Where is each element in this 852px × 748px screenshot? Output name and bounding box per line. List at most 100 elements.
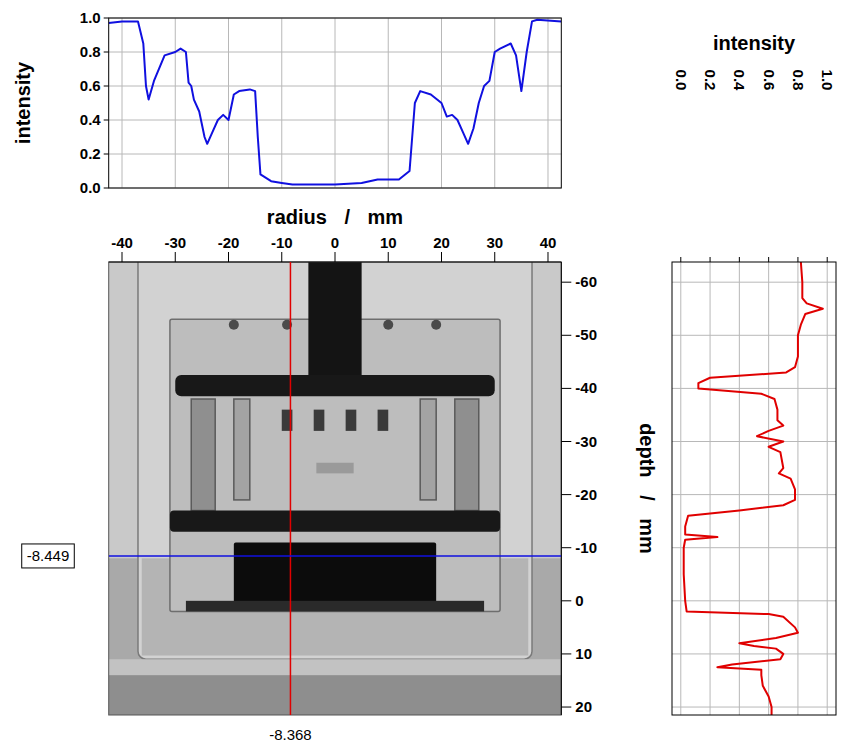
grid-line <box>672 282 836 283</box>
image-shape <box>109 659 562 675</box>
axis-title: intensity <box>12 61 34 144</box>
grid-line <box>672 547 836 548</box>
image-shape <box>383 320 393 330</box>
grid-line <box>494 18 495 188</box>
plot-data <box>684 262 823 715</box>
image-shape <box>234 542 436 606</box>
tick-label: -40 <box>111 234 133 251</box>
top-profile: 0.00.20.40.60.81.0intensity <box>12 9 561 196</box>
grid-line <box>680 262 681 715</box>
axis-title: depth / mm <box>636 423 658 554</box>
image-shape <box>109 675 562 715</box>
radiograph: -40-30-20-10010203040radius / mm-60-50-4… <box>22 206 658 743</box>
tick-mark <box>561 441 571 442</box>
tick-label: -60 <box>575 273 597 290</box>
tick-label: 0.2 <box>702 70 719 91</box>
grid-line <box>710 262 711 715</box>
tick-mark <box>561 653 571 654</box>
grid-line <box>109 154 562 155</box>
image-shape <box>316 463 353 474</box>
tick-label: 0.6 <box>80 77 101 94</box>
tick-label: 30 <box>486 234 503 251</box>
figure: 0.0 0.2 0.4 0.6 0.8 1.0 intensity -40 -30 -20 -10 0… <box>0 0 852 748</box>
grid-line <box>122 18 123 188</box>
cursor-label: -8.368 <box>269 726 312 743</box>
cursor-line <box>109 555 562 557</box>
image-shape <box>191 399 215 511</box>
tick-mark <box>104 188 109 189</box>
tick-label: -10 <box>271 234 293 251</box>
grid-line <box>672 335 836 336</box>
profile-line <box>109 20 562 185</box>
tick-mark <box>104 52 109 53</box>
tick-label: -30 <box>164 234 186 251</box>
grid-line <box>547 18 548 188</box>
tick-label: 0.8 <box>790 70 807 91</box>
cursor-line <box>290 262 292 715</box>
grid-line <box>827 262 828 715</box>
tick-mark <box>104 120 109 121</box>
tick-mark <box>561 282 571 283</box>
image-shape <box>455 399 479 511</box>
tick-label: 40 <box>540 234 557 251</box>
tick-mark <box>561 494 571 495</box>
cursor-label: -8.449 <box>27 547 70 564</box>
tick-label: -10 <box>575 539 597 556</box>
cursors <box>109 262 562 715</box>
tick-mark <box>739 257 740 262</box>
grid-line <box>672 600 836 601</box>
grid-line <box>109 120 562 121</box>
image-shape <box>186 601 484 612</box>
tick-mark <box>827 257 828 262</box>
tick-label: 0.0 <box>673 70 690 91</box>
image-shape <box>431 320 441 330</box>
tick-mark <box>104 18 109 19</box>
grid-line <box>672 441 836 442</box>
tick-label: -20 <box>575 486 597 503</box>
grid-line <box>109 86 562 87</box>
tick-label: 20 <box>433 234 450 251</box>
grid-line <box>281 18 282 188</box>
image-shape <box>234 399 250 500</box>
tick-label: 10 <box>575 645 592 662</box>
grid-line <box>175 18 176 188</box>
tick-label: 0.4 <box>80 111 102 128</box>
tick-mark <box>680 257 681 262</box>
axis-line <box>109 262 562 263</box>
tick-label: -30 <box>575 433 597 450</box>
radiograph-image <box>109 262 562 715</box>
image-shape <box>170 511 500 532</box>
axis-line <box>561 262 562 715</box>
plot-frame <box>672 262 836 715</box>
grid-line <box>335 18 336 188</box>
plot-background <box>672 262 836 715</box>
grid-line <box>672 707 836 708</box>
grid-line <box>797 262 798 715</box>
image-shape <box>138 262 532 659</box>
image-shape <box>229 320 239 330</box>
tick-label: 0.0 <box>80 179 101 196</box>
grid-line <box>739 262 740 715</box>
image-shape <box>308 262 361 378</box>
right-profile: 0.0 0.2 0.4 0.6 0.8 1.0 intensity <box>672 32 836 715</box>
image-shape <box>314 410 325 431</box>
tick-mark <box>122 252 123 262</box>
cursor-label-box <box>22 544 75 568</box>
tick-label: 0.4 <box>731 70 748 92</box>
image-shape <box>175 375 494 396</box>
tick-mark <box>561 707 571 708</box>
tick-label: 1.0 <box>819 70 836 91</box>
grid-line <box>672 494 836 495</box>
tick-mark <box>561 388 571 389</box>
tick-mark <box>388 252 389 262</box>
tick-mark <box>561 600 571 601</box>
tick-label: 0.6 <box>761 70 778 91</box>
plot-background <box>109 18 562 188</box>
tick-mark <box>561 335 571 336</box>
tick-label: 1.0 <box>80 9 101 26</box>
axis-title: intensity <box>713 32 796 54</box>
image-frame <box>109 262 562 715</box>
tick-mark <box>228 252 229 262</box>
tick-mark <box>768 257 769 262</box>
tick-label: 0 <box>575 592 583 609</box>
